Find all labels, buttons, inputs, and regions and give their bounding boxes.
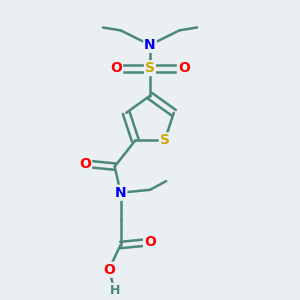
- Text: N: N: [144, 38, 156, 52]
- Text: O: O: [178, 61, 190, 75]
- Text: N: N: [115, 186, 126, 200]
- Text: O: O: [144, 235, 156, 249]
- Text: O: O: [103, 263, 115, 277]
- Text: O: O: [79, 157, 91, 171]
- Text: S: S: [145, 61, 155, 75]
- Text: O: O: [110, 61, 122, 75]
- Text: H: H: [110, 284, 120, 297]
- Text: S: S: [160, 134, 170, 147]
